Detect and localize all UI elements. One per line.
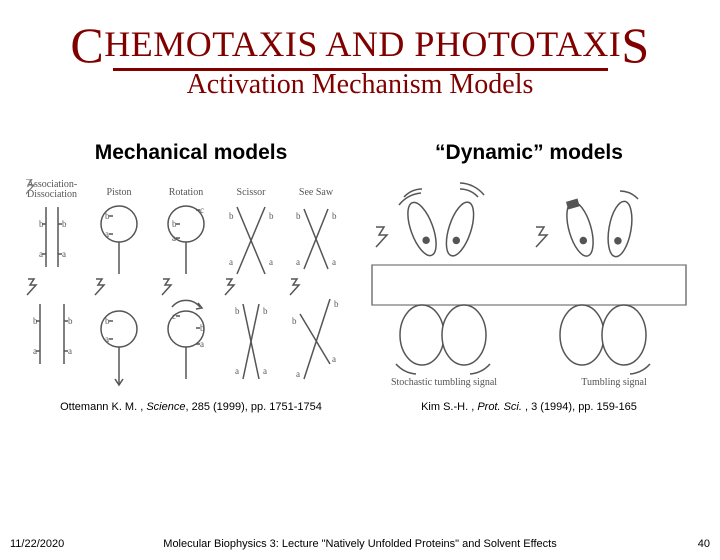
main-title: CHEMOTAXIS AND PHOTOTAXIS <box>70 20 649 70</box>
right-heading: “Dynamic” models <box>364 141 694 165</box>
mechanical-models-diagram: Association- Dissociation Piston Rotatio… <box>26 179 346 389</box>
subtitle: Activation Mechanism Models <box>0 69 720 101</box>
dynamic-models-diagram: Stochastic tumbling signal Tumbling sign… <box>364 179 694 389</box>
svg-text:Rotation: Rotation <box>169 187 203 198</box>
content-columns: Mechanical models Association- Dissociat… <box>0 141 720 413</box>
left-citation-journal: Science <box>146 401 185 413</box>
svg-text:Piston: Piston <box>106 187 131 198</box>
svg-text:Stochastic tumbling signal: Stochastic tumbling signal <box>391 377 497 388</box>
right-citation-vol: , 3 (1994), pp. 159-165 <box>522 401 637 413</box>
svg-text:a: a <box>332 354 336 364</box>
svg-text:c: c <box>200 205 204 215</box>
svg-text:a: a <box>172 233 176 243</box>
svg-text:a: a <box>296 369 300 379</box>
svg-text:a: a <box>269 257 273 267</box>
left-citation-pre: Ottemann K. M. , <box>60 401 146 413</box>
svg-text:b: b <box>334 299 339 309</box>
svg-text:a: a <box>263 366 267 376</box>
svg-text:See Saw: See Saw <box>299 187 334 198</box>
svg-text:b: b <box>292 316 297 326</box>
svg-text:a: a <box>332 257 336 267</box>
svg-text:b: b <box>229 211 234 221</box>
left-citation: Ottemann K. M. , Science, 285 (1999), pp… <box>26 401 356 413</box>
svg-text:b: b <box>296 211 301 221</box>
right-citation-journal: Prot. Sci. <box>477 401 522 413</box>
svg-text:a: a <box>296 257 300 267</box>
svg-text:Dissociation: Dissociation <box>27 189 77 200</box>
svg-text:b: b <box>263 306 268 316</box>
svg-text:b: b <box>200 323 205 333</box>
title-letter-c: C <box>70 20 104 70</box>
svg-text:a: a <box>235 366 239 376</box>
svg-text:b: b <box>68 316 73 326</box>
title-letter-s: S <box>621 20 649 70</box>
svg-text:a: a <box>105 334 109 344</box>
title-block: CHEMOTAXIS AND PHOTOTAXIS Activation Mec… <box>0 20 720 101</box>
right-column: “Dynamic” models <box>364 141 694 413</box>
svg-text:b: b <box>269 211 274 221</box>
left-heading: Mechanical models <box>26 141 356 165</box>
svg-text:a: a <box>68 346 72 356</box>
svg-text:b: b <box>62 219 67 229</box>
right-citation-pre: Kim S.-H. , <box>421 401 477 413</box>
svg-text:a: a <box>62 249 66 259</box>
right-citation: Kim S.-H. , Prot. Sci. , 3 (1994), pp. 1… <box>364 401 694 413</box>
svg-text:b: b <box>332 211 337 221</box>
left-citation-vol: , 285 (1999), pp. 1751-1754 <box>185 401 321 413</box>
title-mid: HEMOTAXIS AND PHOTOTAXI <box>104 24 621 64</box>
svg-text:Scissor: Scissor <box>237 187 267 198</box>
svg-text:a: a <box>229 257 233 267</box>
svg-text:a: a <box>200 339 204 349</box>
svg-text:c: c <box>172 311 176 321</box>
svg-text:a: a <box>105 229 109 239</box>
svg-text:b: b <box>235 306 240 316</box>
svg-text:Tumbling signal: Tumbling signal <box>581 377 647 388</box>
left-column: Mechanical models Association- Dissociat… <box>26 141 356 413</box>
